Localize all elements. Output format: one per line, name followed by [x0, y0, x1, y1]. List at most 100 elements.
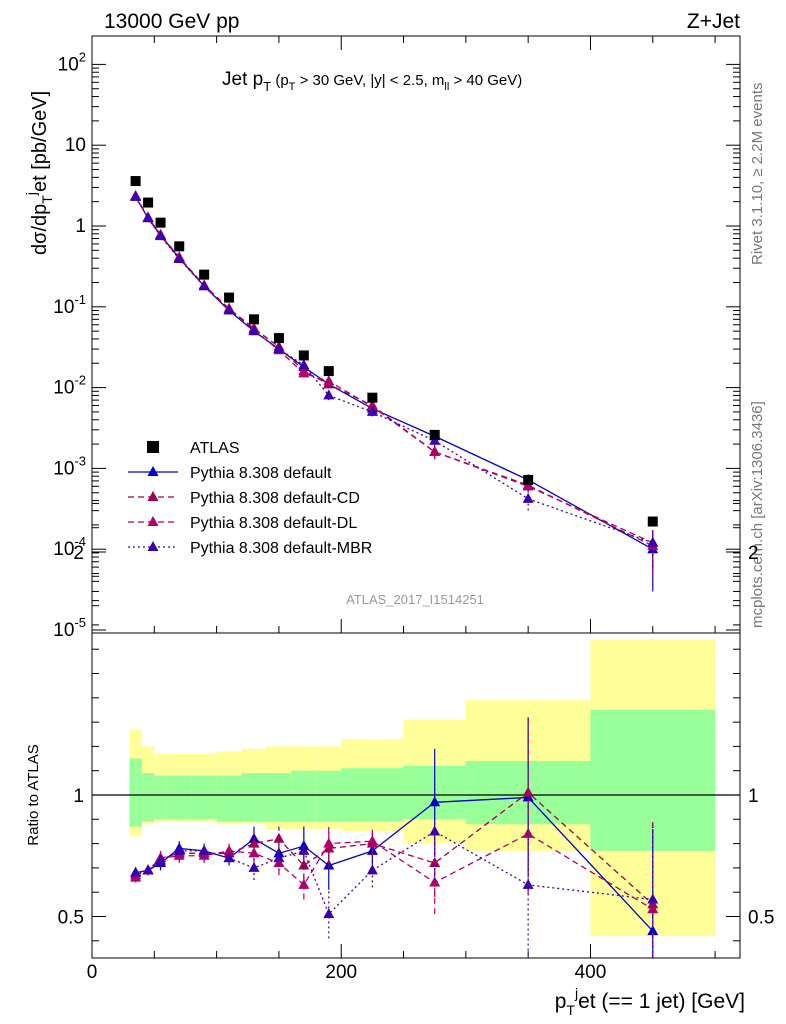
- ratio-point: [298, 844, 310, 855]
- band-inner: [266, 773, 292, 822]
- atlas-point: [298, 350, 309, 361]
- ratio-point: [429, 825, 441, 836]
- header-right: Z+Jet: [687, 10, 740, 33]
- legend-swatch-marker: [147, 541, 159, 551]
- ratio-bands: [92, 639, 740, 936]
- main-title: Jet pT (pT > 30 GeV, |y| < 2.5, mll > 40…: [222, 69, 522, 94]
- ratio-point: [273, 832, 285, 843]
- main-point: [323, 389, 335, 400]
- ratio-point: [155, 854, 167, 865]
- main-y-tick-label: 10-2: [53, 373, 86, 399]
- band-inner: [216, 775, 242, 822]
- main-point: [522, 492, 534, 503]
- ratio-y-tick-label-right: 0.5: [748, 908, 774, 929]
- main-y-tick-label: 1: [75, 216, 86, 237]
- atlas-point: [323, 366, 334, 377]
- main-point: [198, 280, 210, 291]
- atlas-point: [199, 269, 210, 280]
- main-point: [647, 536, 659, 547]
- main-point: [173, 253, 185, 264]
- mcplots-label: mcplots.cern.ch [arXiv:1306.3436]: [749, 401, 766, 628]
- header-left: 13000 GeV pp: [104, 10, 239, 33]
- ratio-point: [130, 866, 142, 877]
- atlas-point: [224, 292, 235, 303]
- watermark: ATLAS_2017_I1514251: [346, 592, 484, 607]
- ratio-point: [273, 852, 285, 863]
- ratio-panel: 0.5 0.5 1 1 2 2 0 200 400 Ratio to ATLAS pTjet …: [25, 36, 774, 1018]
- legend-label: Pythia 8.308 default-CD: [190, 490, 360, 507]
- ratio-point: [647, 925, 659, 936]
- band-inner: [291, 770, 317, 822]
- atlas-point: [429, 429, 440, 440]
- main-point: [223, 304, 235, 315]
- band-inner: [316, 770, 342, 822]
- legend-swatch: [147, 441, 159, 453]
- legend-label: Pythia 8.308 default-DL: [190, 515, 357, 532]
- main-y-tick-label: 10-3: [53, 453, 86, 479]
- atlas-point: [249, 314, 259, 325]
- ratio-point: [429, 796, 441, 807]
- ratio-point: [647, 903, 659, 914]
- ratio-point: [366, 835, 378, 846]
- main-point: [298, 359, 310, 370]
- ratio-y-tick-label-right: 1: [748, 786, 759, 807]
- legend: ATLAS Pythia 8.308 default Pythia 8.308 de…: [128, 440, 372, 557]
- ratio-point: [323, 837, 335, 848]
- x-ticks: 0 200 400: [87, 36, 716, 983]
- ratio-point: [323, 908, 335, 919]
- legend-label: Pythia 8.308 default: [190, 465, 332, 482]
- ratio-point: [522, 827, 534, 838]
- ratio-series-line: [135, 830, 653, 916]
- x-axis-label: pTjet (== 1 jet) [GeV]: [555, 985, 745, 1018]
- ratio-y-tick-label: 1: [73, 786, 84, 807]
- band-inner: [154, 775, 167, 820]
- rivet-label: Rivet 3.1.10, ≥ 2.2M events: [749, 83, 766, 266]
- band-inner: [141, 773, 155, 822]
- main-y-tick-label: 10: [65, 135, 86, 156]
- ratio-point: [647, 893, 659, 904]
- atlas-point: [273, 333, 284, 344]
- ratio-point: [142, 864, 154, 875]
- legend-swatch-marker: [147, 516, 159, 526]
- atlas-point: [367, 392, 378, 403]
- ratio-point: [366, 864, 378, 875]
- main-point: [366, 405, 378, 416]
- main-point: [273, 343, 285, 354]
- ratio-point: [429, 876, 441, 887]
- atlas-point: [174, 241, 185, 252]
- ratio-y-tick-label: 2: [73, 543, 84, 564]
- main-y-tick-label: 10-5: [53, 615, 86, 641]
- main-point: [429, 445, 441, 456]
- ratio-point: [522, 878, 534, 889]
- ratio-point: [298, 878, 310, 889]
- atlas-point: [523, 474, 534, 485]
- main-point: [155, 230, 167, 241]
- ratio-point: [223, 852, 235, 863]
- main-y-label: dσ/dpTjet [pb/GeV]: [23, 91, 55, 255]
- ratio-y-ticks: 0.5 0.5 1 1 2 2: [58, 502, 774, 942]
- band-inner: [129, 758, 142, 827]
- ratio-y-label: Ratio to ATLAS: [25, 744, 42, 845]
- x-tick-label: 0: [87, 962, 98, 983]
- ratio-point: [298, 859, 310, 870]
- ratio-point: [173, 844, 185, 855]
- x-tick-label: 200: [325, 962, 357, 983]
- ratio-y-tick-label: 0.5: [58, 908, 84, 929]
- ratio-point: [248, 861, 260, 872]
- ratio-point: [248, 847, 260, 858]
- legend-swatch-marker: [147, 466, 159, 476]
- atlas-point: [647, 516, 658, 527]
- atlas-point: [143, 197, 154, 208]
- main-point: [323, 375, 335, 386]
- legend-swatch-marker: [147, 491, 159, 501]
- main-point: [366, 400, 378, 411]
- band-inner: [166, 775, 192, 820]
- main-point: [142, 212, 154, 223]
- main-point: [298, 367, 310, 378]
- main-point: [248, 325, 260, 336]
- ratio-series-line: [135, 833, 654, 910]
- main-marks: [130, 176, 659, 592]
